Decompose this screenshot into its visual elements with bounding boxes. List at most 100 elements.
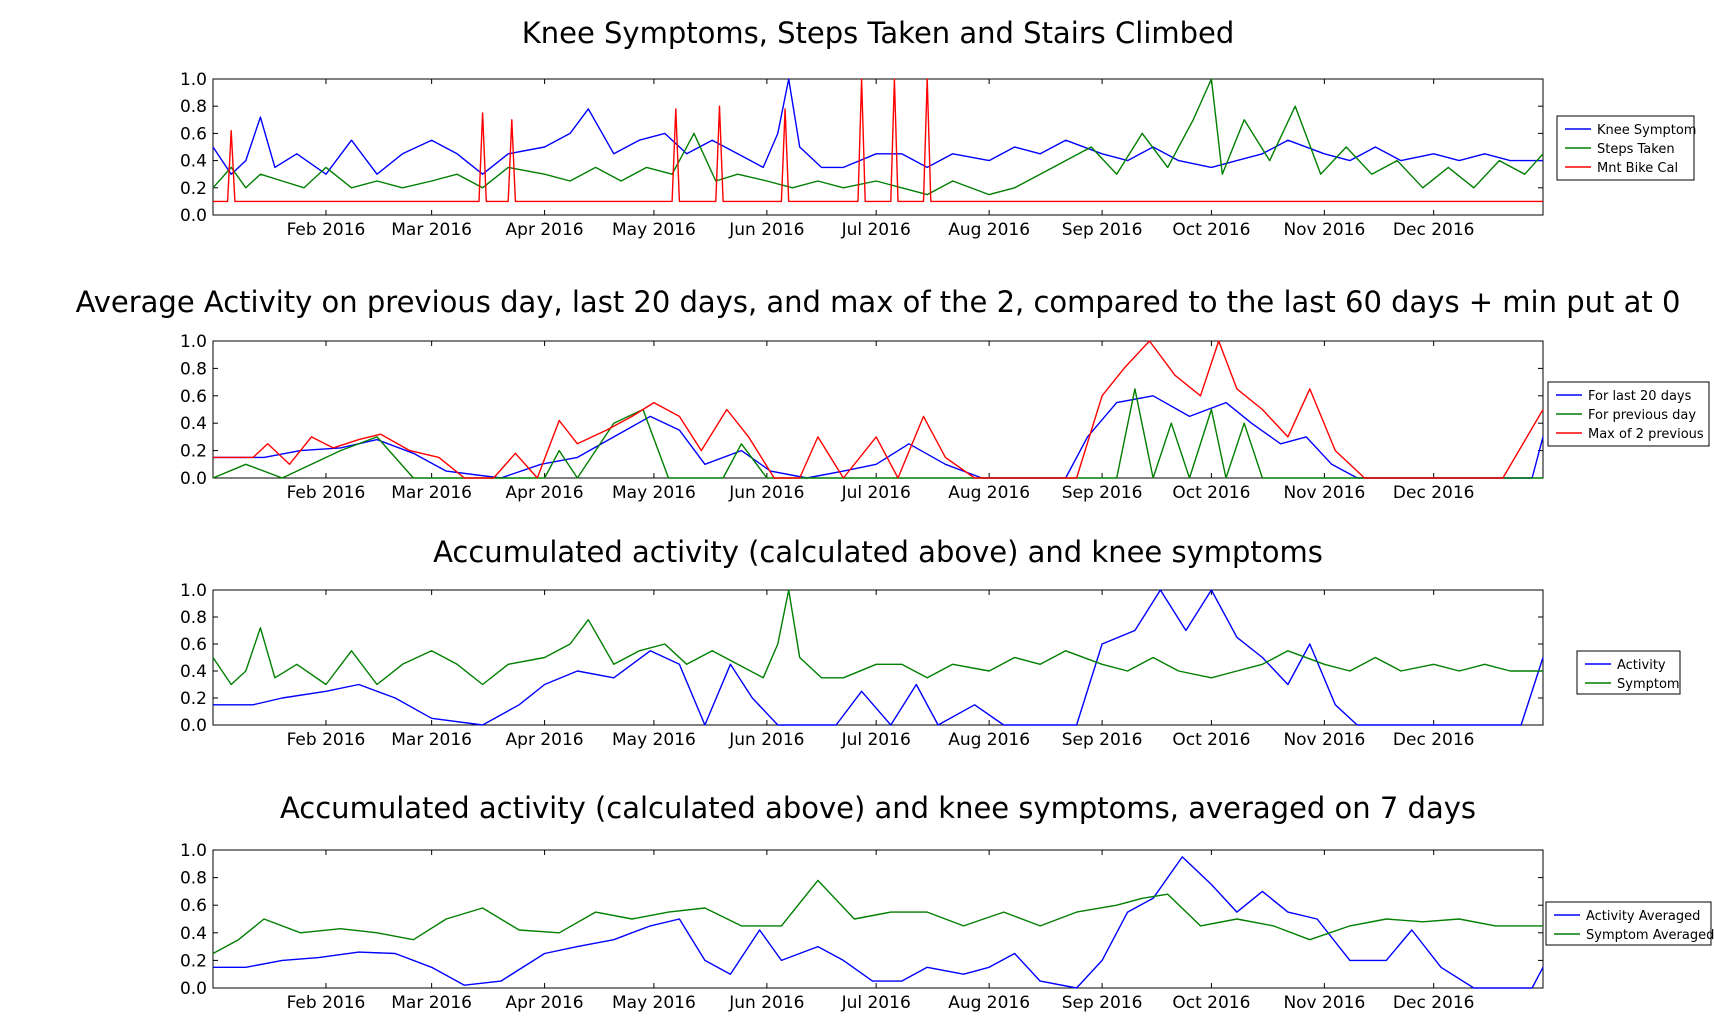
y-tick-label: 1.0 [180, 70, 207, 90]
x-tick-label: Apr 2016 [506, 993, 584, 1013]
legend: Activity Symptom [1576, 650, 1681, 695]
x-tick-label: Jul 2016 [841, 220, 911, 240]
x-tick-label: Aug 2016 [948, 730, 1030, 750]
series-line-activity-averaged [213, 856, 1544, 989]
x-tick-label: Nov 2016 [1283, 483, 1365, 503]
y-tick-label: 0.2 [180, 442, 207, 462]
y-tick-label: 1.0 [180, 581, 207, 601]
series-line-symptom [212, 589, 1543, 686]
legend-label: Knee Symptom [1597, 123, 1696, 138]
series-line-max-of-2-previous [213, 340, 1544, 479]
x-tick-label: Mar 2016 [391, 730, 472, 750]
legend-box [1545, 901, 1712, 946]
legend-label: Symptom Averaged [1586, 928, 1714, 943]
series-line-for-previous-day [212, 388, 1543, 479]
series-line-for-last-20-days [213, 395, 1544, 479]
y-tick-label: 0.2 [180, 951, 207, 971]
x-tick-label: May 2016 [612, 220, 696, 240]
y-tick-label: 0.6 [180, 896, 207, 916]
x-tick-label: Jul 2016 [841, 993, 911, 1013]
legend-label: Activity Averaged [1586, 909, 1700, 924]
chart-title: Accumulated activity (calculated above) … [280, 791, 1476, 825]
x-tick-label: May 2016 [612, 730, 696, 750]
series-line-steps-taken [212, 78, 1544, 196]
x-tick-label: Feb 2016 [287, 730, 366, 750]
y-tick-label: 0.0 [180, 469, 207, 489]
y-tick-label: 0.4 [180, 662, 207, 682]
plot-area-frame [212, 849, 1544, 989]
x-tick-label: Jul 2016 [841, 730, 911, 750]
legend-label: Max of 2 previous [1588, 427, 1704, 442]
legend: Knee Symptom Steps Taken Mnt Bike Cal [1556, 115, 1696, 181]
x-tick-label: Sep 2016 [1062, 730, 1143, 750]
series-line-activity [213, 589, 1544, 726]
chart-panel-4: Accumulated activity (calculated above) … [180, 791, 1714, 1013]
y-tick-label: 0.6 [180, 124, 207, 144]
x-tick-label: Jun 2016 [728, 483, 804, 503]
chart-title: Accumulated activity (calculated above) … [433, 535, 1323, 569]
chart-panel-3: Accumulated activity (calculated above) … [180, 535, 1681, 750]
y-tick-label: 0.8 [180, 359, 207, 379]
y-tick-label: 0.4 [180, 924, 207, 944]
chart-title: Average Activity on previous day, last 2… [76, 285, 1681, 319]
x-tick-label: Apr 2016 [506, 483, 584, 503]
y-tick-label: 0.8 [180, 608, 207, 628]
x-tick-label: Nov 2016 [1283, 730, 1365, 750]
legend-box [1576, 650, 1681, 695]
series-line-symptom-averaged [212, 879, 1543, 955]
chart-panel-2: Average Activity on previous day, last 2… [76, 285, 1710, 503]
x-tick-label: Nov 2016 [1283, 993, 1365, 1013]
x-tick-label: Sep 2016 [1062, 483, 1143, 503]
legend-label: Mnt Bike Cal [1597, 161, 1678, 176]
x-tick-label: Sep 2016 [1062, 993, 1143, 1013]
y-tick-label: 0.6 [180, 635, 207, 655]
y-tick-label: 0.4 [180, 152, 207, 172]
x-tick-label: Aug 2016 [948, 993, 1030, 1013]
x-tick-label: Dec 2016 [1393, 220, 1475, 240]
plot-area-frame [212, 589, 1544, 726]
x-tick-label: Mar 2016 [391, 220, 472, 240]
y-tick-label: 0.2 [180, 179, 207, 199]
x-tick-label: Apr 2016 [506, 220, 584, 240]
x-tick-label: Jun 2016 [728, 993, 804, 1013]
x-tick-label: Oct 2016 [1172, 730, 1250, 750]
x-tick-label: Dec 2016 [1393, 730, 1475, 750]
legend: Activity Averaged Symptom Averaged [1545, 901, 1714, 946]
x-tick-label: Dec 2016 [1393, 993, 1475, 1013]
y-tick-label: 0.2 [180, 689, 207, 709]
y-tick-label: 0.8 [180, 869, 207, 889]
y-tick-label: 1.0 [180, 841, 207, 861]
series-line-knee-symptom [212, 78, 1543, 175]
x-tick-label: Sep 2016 [1062, 220, 1143, 240]
x-tick-label: Dec 2016 [1393, 483, 1475, 503]
y-tick-label: 0.0 [180, 716, 207, 736]
y-tick-label: 0.8 [180, 97, 207, 117]
x-tick-label: Feb 2016 [287, 220, 366, 240]
legend-label: Symptom [1617, 677, 1680, 692]
y-tick-label: 0.0 [180, 206, 207, 226]
x-tick-label: Aug 2016 [948, 483, 1030, 503]
y-tick-label: 1.0 [180, 332, 207, 352]
plot-area-frame [212, 78, 1544, 216]
x-tick-label: Oct 2016 [1172, 483, 1250, 503]
x-tick-label: Aug 2016 [948, 220, 1030, 240]
x-tick-label: Jul 2016 [841, 483, 911, 503]
x-tick-label: Nov 2016 [1283, 220, 1365, 240]
legend-label: Steps Taken [1597, 142, 1675, 157]
x-tick-label: May 2016 [612, 993, 696, 1013]
x-tick-label: Mar 2016 [391, 483, 472, 503]
x-tick-label: Jun 2016 [728, 730, 804, 750]
x-tick-label: Feb 2016 [287, 993, 366, 1013]
series-line-mnt-bike-cal [213, 78, 1543, 203]
x-tick-label: Feb 2016 [287, 483, 366, 503]
legend-label: For last 20 days [1588, 389, 1692, 404]
x-tick-label: Mar 2016 [391, 993, 472, 1013]
x-tick-label: May 2016 [612, 483, 696, 503]
y-tick-label: 0.6 [180, 387, 207, 407]
chart-title: Knee Symptoms, Steps Taken and Stairs Cl… [522, 16, 1235, 50]
legend-label: For previous day [1588, 408, 1696, 423]
y-tick-label: 0.0 [180, 979, 207, 999]
chart-panel-1: Knee Symptoms, Steps Taken and Stairs Cl… [180, 16, 1697, 240]
legend-label: Activity [1617, 658, 1666, 673]
